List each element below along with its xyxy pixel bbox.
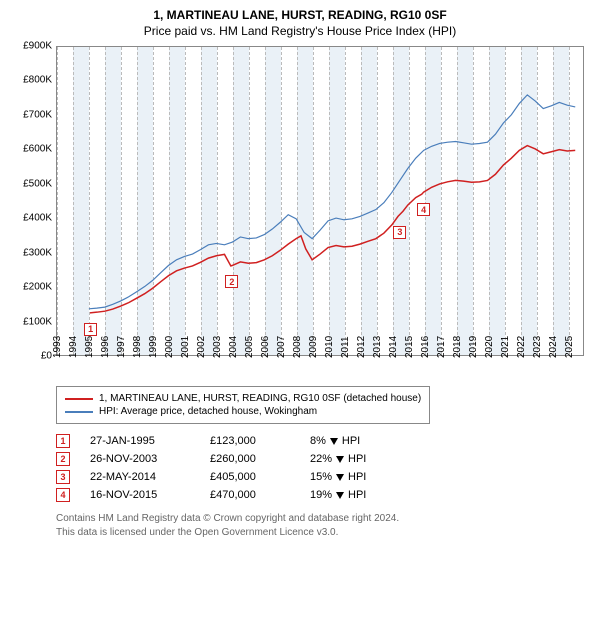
sale-delta-suffix: HPI (348, 471, 366, 483)
sale-price: £123,000 (210, 435, 290, 447)
sale-marker-2: 2 (225, 275, 238, 288)
sale-delta-suffix: HPI (342, 435, 360, 447)
sale-row: 2 26-NOV-2003 £260,000 22% HPI (56, 450, 590, 468)
arrow-down-icon (336, 456, 344, 463)
sale-delta-pct: 19% (310, 489, 332, 501)
sale-date: 16-NOV-2015 (90, 489, 190, 501)
sale-row: 1 27-JAN-1995 £123,000 8% HPI (56, 432, 590, 450)
sale-date: 26-NOV-2003 (90, 453, 190, 465)
footer-line-2: This data is licensed under the Open Gov… (56, 526, 590, 540)
y-tick-label: £900K (23, 41, 52, 52)
sale-delta-suffix: HPI (348, 453, 366, 465)
legend-swatch (65, 411, 93, 413)
sale-delta: 22% HPI (310, 453, 366, 465)
y-tick-label: £600K (23, 144, 52, 155)
legend-label: HPI: Average price, detached house, Woki… (99, 406, 317, 417)
legend-row: HPI: Average price, detached house, Woki… (65, 405, 421, 418)
plot-zone: £0 £100K £200K £300K £400K £500K £600K £700K £80… (10, 46, 590, 376)
sale-row-marker: 1 (56, 434, 70, 448)
sale-delta: 8% HPI (310, 435, 360, 447)
sale-price: £260,000 (210, 453, 290, 465)
arrow-down-icon (336, 492, 344, 499)
y-tick-label: £500K (23, 178, 52, 189)
sale-marker-4: 4 (417, 203, 430, 216)
legend-row: 1, MARTINEAU LANE, HURST, READING, RG10 … (65, 392, 421, 405)
chart-container: 1, MARTINEAU LANE, HURST, READING, RG10 … (0, 0, 600, 545)
sale-delta-pct: 22% (310, 453, 332, 465)
title-main: 1, MARTINEAU LANE, HURST, READING, RG10 … (10, 8, 590, 22)
sale-price: £405,000 (210, 471, 290, 483)
data-lines (57, 47, 583, 355)
y-tick-label: £0 (41, 351, 52, 362)
footer: Contains HM Land Registry data © Crown c… (56, 512, 590, 539)
plot-area: 1 2 34 (56, 46, 584, 356)
sale-date: 27-JAN-1995 (90, 435, 190, 447)
y-tick-label: £100K (23, 316, 52, 327)
titles: 1, MARTINEAU LANE, HURST, READING, RG10 … (10, 8, 590, 38)
sales-table: 1 27-JAN-1995 £123,000 8% HPI 2 26-NOV-2003 £26… (56, 432, 590, 504)
sale-delta: 15% HPI (310, 471, 366, 483)
legend-label: 1, MARTINEAU LANE, HURST, READING, RG10 … (99, 393, 421, 404)
sale-date: 22-MAY-2014 (90, 471, 190, 483)
sale-marker-1: 1 (84, 323, 97, 336)
x-tick-label: 2025 (564, 336, 582, 358)
sale-row: 3 22-MAY-2014 £405,000 15% HPI (56, 468, 590, 486)
sale-price: £470,000 (210, 489, 290, 501)
x-axis: 1993199419951996199719981999200020012002… (56, 356, 584, 376)
sale-row-marker: 4 (56, 488, 70, 502)
legend-swatch (65, 398, 93, 400)
sale-row: 4 16-NOV-2015 £470,000 19% HPI (56, 486, 590, 504)
series-hpi (89, 95, 575, 309)
sale-row-marker: 3 (56, 470, 70, 484)
y-tick-label: £300K (23, 247, 52, 258)
series-property (90, 146, 575, 313)
sale-row-marker: 2 (56, 452, 70, 466)
sale-marker-3: 3 (393, 226, 406, 239)
legend: 1, MARTINEAU LANE, HURST, READING, RG10 … (56, 386, 430, 424)
sale-delta-pct: 8% (310, 435, 326, 447)
y-tick-label: £400K (23, 213, 52, 224)
sale-delta-pct: 15% (310, 471, 332, 483)
sale-delta-suffix: HPI (348, 489, 366, 501)
y-tick-label: £800K (23, 75, 52, 86)
y-tick-label: £700K (23, 109, 52, 120)
arrow-down-icon (336, 474, 344, 481)
y-axis: £0£100K£200K£300K£400K£500K£600K£700K£80… (10, 46, 54, 356)
title-sub: Price paid vs. HM Land Registry's House … (10, 24, 590, 38)
arrow-down-icon (330, 438, 338, 445)
y-tick-label: £200K (23, 282, 52, 293)
footer-line-1: Contains HM Land Registry data © Crown c… (56, 512, 590, 526)
sale-delta: 19% HPI (310, 489, 366, 501)
